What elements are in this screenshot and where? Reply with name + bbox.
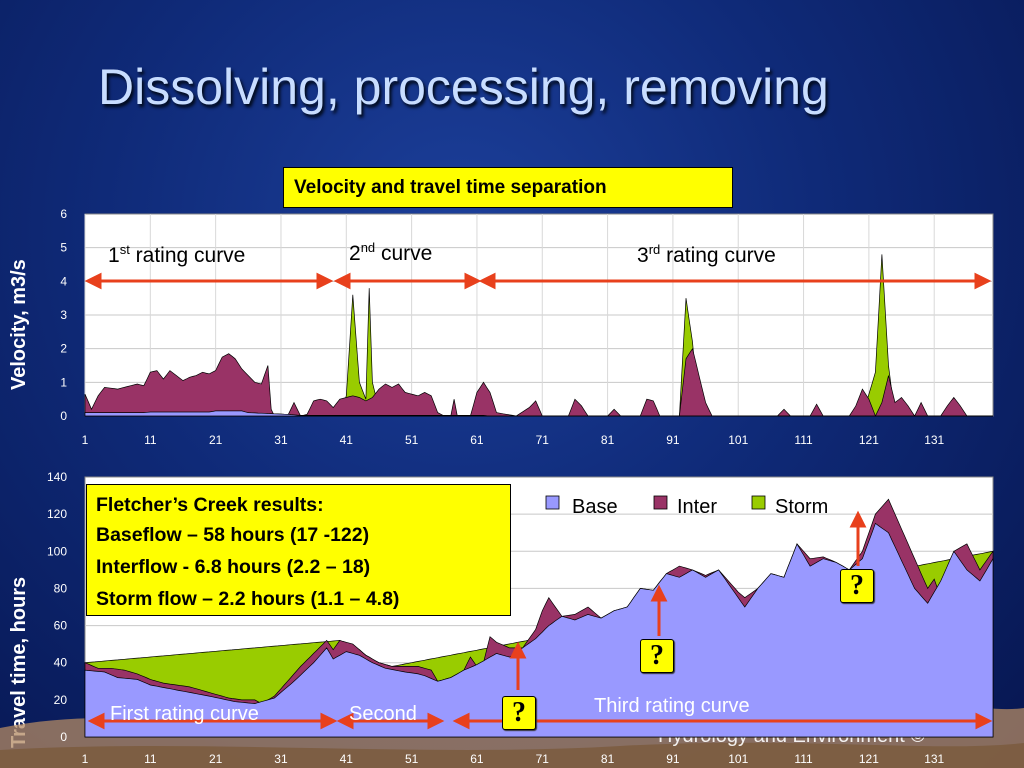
xtick-label: 101 — [728, 433, 748, 447]
xtick-label: 61 — [470, 752, 484, 766]
annotation-third-rating-curve: 3rd rating curve — [637, 242, 776, 267]
ytick-label: 2 — [60, 342, 67, 356]
segment-third-rating-curve: Third rating curve — [594, 695, 750, 717]
results-heading: Fletcher’s Creek results: — [96, 494, 324, 516]
legend-label-storm: Storm — [775, 496, 828, 518]
chart-banner: Velocity and travel time separation — [283, 167, 733, 208]
xtick-label: 131 — [924, 752, 944, 766]
ytick-label: 5 — [60, 241, 67, 255]
xtick-label: 1 — [82, 433, 89, 447]
ytick-label: 1 — [60, 375, 67, 389]
rating-curve-arrows — [84, 272, 993, 730]
ytick-label: 100 — [47, 544, 67, 558]
xtick-label: 71 — [536, 433, 550, 447]
ytick-label: 60 — [54, 619, 68, 633]
xtick-label: 111 — [794, 433, 813, 447]
ytick-label: 4 — [60, 274, 67, 288]
xtick-label: 81 — [601, 433, 615, 447]
xtick-label: 21 — [209, 433, 223, 447]
legend-swatch-inter — [653, 495, 668, 510]
xtick-label: 51 — [405, 752, 419, 766]
ytick-label: 3 — [60, 308, 67, 322]
results-baseflow: Baseflow – 58 hours (17 -122) — [96, 524, 370, 546]
legend-label-inter: Inter — [677, 496, 717, 518]
ytick-label: 0 — [60, 409, 67, 423]
xtick-label: 1 — [82, 752, 89, 766]
xtick-label: 31 — [274, 433, 288, 447]
xtick-label: 21 — [209, 752, 223, 766]
xtick-label: 41 — [340, 433, 354, 447]
legend: Base Inter Storm — [545, 495, 828, 518]
ytick-label: 120 — [47, 507, 67, 521]
ytick-label: 20 — [54, 693, 68, 707]
xtick-label: 11 — [144, 433, 157, 447]
xtick-label: 101 — [728, 752, 748, 766]
series-area-base — [84, 410, 993, 417]
results-stormflow: Storm flow – 2.2 hours (1.1 – 4.8) — [96, 588, 400, 610]
question-icon: ? — [640, 639, 674, 673]
xtick-label: 51 — [405, 433, 419, 447]
question-icon: ? — [840, 569, 874, 603]
ytick-label: 140 — [47, 470, 67, 484]
ytick-label: 40 — [54, 656, 68, 670]
xtick-label: 81 — [601, 752, 615, 766]
results-interflow: Interflow - 6.8 hours (2.2 – 18) — [96, 556, 371, 578]
xtick-label: 71 — [536, 752, 550, 766]
xtick-label: 61 — [470, 433, 484, 447]
xtick-label: 11 — [144, 752, 157, 766]
slide-title: Dissolving, processing, removing — [98, 59, 829, 115]
question-icon: ? — [502, 696, 536, 730]
xtick-label: 91 — [666, 433, 680, 447]
xtick-label: 131 — [924, 433, 944, 447]
annotation-first-rating-curve: 1st rating curve — [108, 242, 245, 267]
series-area-base — [84, 522, 994, 738]
annotation-second-curve: 2nd curve — [349, 240, 432, 265]
xtick-label: 31 — [274, 752, 288, 766]
xtick-label: 111 — [794, 752, 813, 766]
legend-swatch-base — [545, 495, 560, 510]
ytick-label: 80 — [54, 581, 68, 595]
legend-label-base: Base — [572, 496, 618, 518]
xtick-label: 121 — [859, 752, 879, 766]
results-box: Fletcher’s Creek results: Baseflow – 58 … — [86, 484, 511, 616]
ytick-label: 0 — [60, 730, 67, 744]
xtick-label: 41 — [340, 752, 354, 766]
xtick-label: 121 — [859, 433, 879, 447]
segment-second: Second — [349, 703, 417, 725]
legend-swatch-storm — [751, 495, 766, 510]
segment-first-rating-curve: First rating curve — [110, 703, 259, 725]
ytick-label: 6 — [60, 207, 67, 221]
xtick-label: 91 — [666, 752, 680, 766]
